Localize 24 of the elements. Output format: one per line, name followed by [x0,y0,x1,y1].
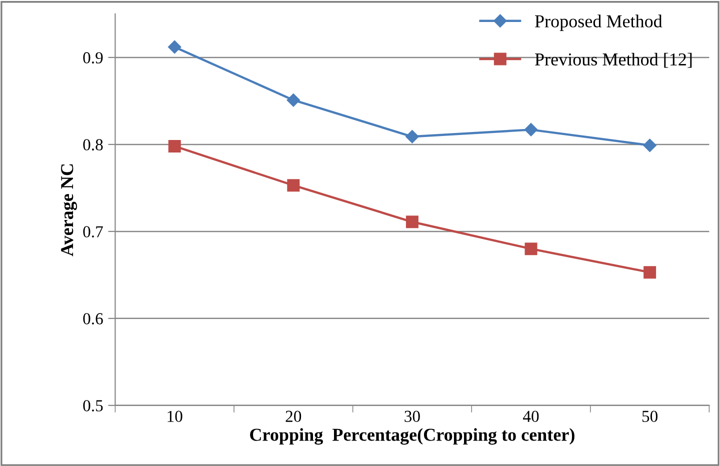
legend-label: Proposed Method [535,14,662,32]
point [168,140,181,152]
y-tick-label: 0.6 [83,313,103,324]
point [287,179,300,192]
point [406,130,419,144]
point [524,242,538,256]
y-tick-label: 0.5 [83,400,103,412]
x-tick-label: 10 [168,410,182,422]
point [643,138,656,152]
y-axis-title: Average NC [61,164,78,256]
y-tick-label: 0.9 [83,52,103,64]
point [168,40,182,54]
y-tick-label: 0.8 [83,139,103,150]
x-tick-label: 30 [404,410,420,422]
x-axis-title: Cropping Percentage(Cropping to center) [250,428,574,445]
legend-label: Previous Method [12] [535,52,692,68]
point [524,123,538,136]
point [286,94,300,107]
x-tick-label: 20 [286,410,302,422]
y-tick-label: 0.7 [83,226,103,238]
point [644,266,656,279]
x-tick-label: 50 [642,410,658,422]
x-tick-label: 40 [522,410,539,422]
point [406,216,418,228]
